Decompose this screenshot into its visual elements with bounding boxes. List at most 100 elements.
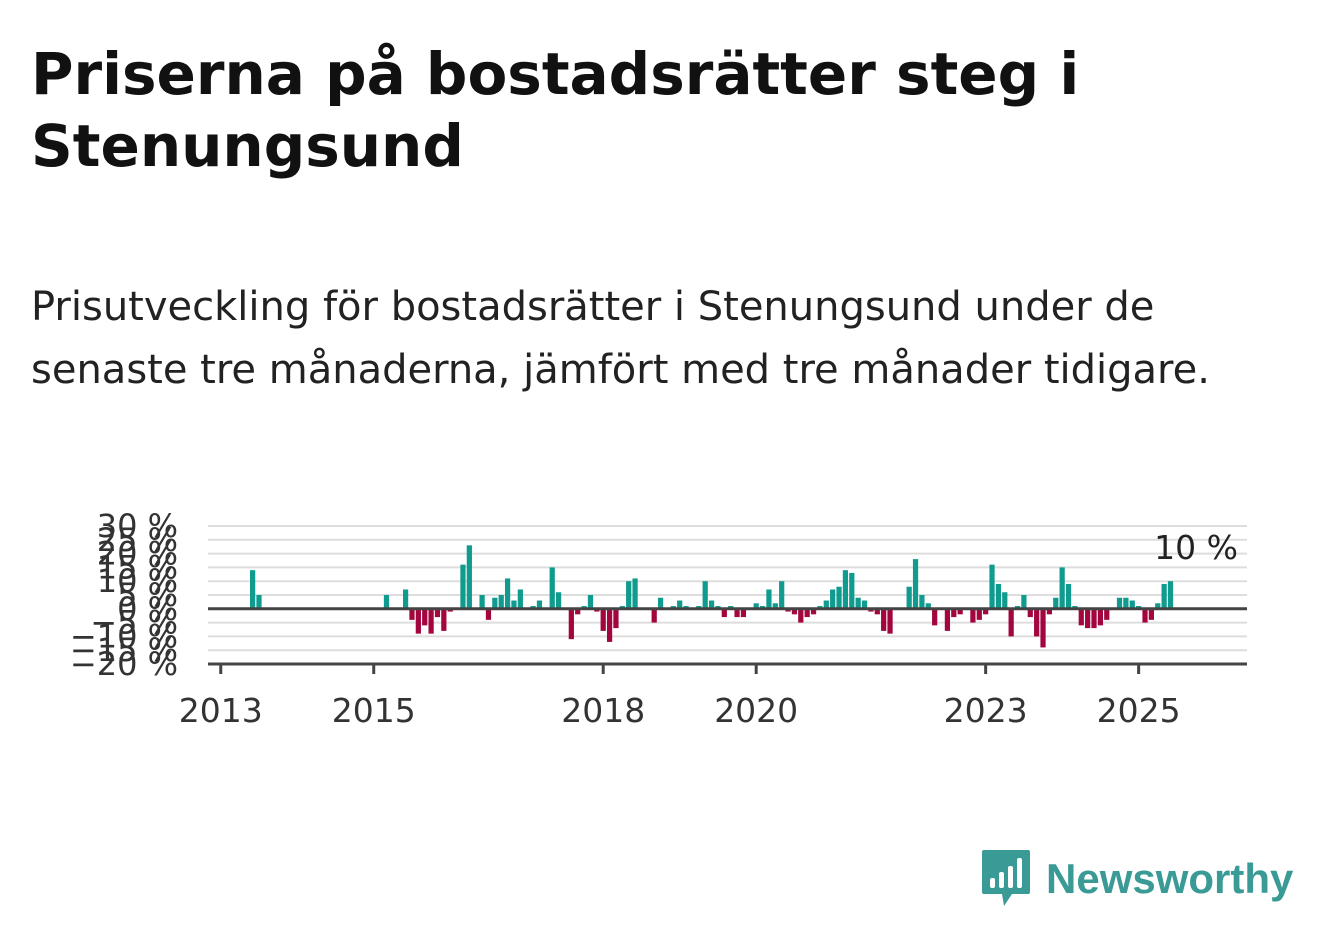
- bar: [791, 608, 798, 615]
- y-tick-label: 5 %: [117, 576, 178, 614]
- bar: [1065, 583, 1072, 609]
- bar: [511, 600, 517, 609]
- bar: [600, 608, 606, 631]
- bar: [466, 545, 472, 609]
- bar: [842, 570, 849, 609]
- bar: [881, 608, 887, 631]
- bar: [944, 608, 951, 631]
- bar: [434, 608, 441, 618]
- x-tick-label: 2018: [561, 691, 645, 730]
- bar: [804, 608, 810, 618]
- bar: [970, 608, 976, 623]
- bar: [1142, 608, 1148, 623]
- bar: [422, 608, 428, 626]
- bar: [887, 608, 893, 634]
- bar: [779, 581, 785, 609]
- bar: [925, 603, 931, 609]
- y-axis-tick-labels: −20 %−15 %−10 %−5 %0 %5 %10 %15 %20 %25 …: [70, 507, 178, 683]
- y-tick-label: 25 %: [97, 521, 178, 559]
- bar: [976, 608, 982, 620]
- bar: [874, 608, 880, 615]
- bar: [766, 589, 772, 609]
- bar: [1167, 581, 1174, 609]
- bar: [575, 608, 581, 615]
- bar: [504, 578, 511, 609]
- bar: [1155, 603, 1161, 609]
- bar: [1053, 597, 1059, 609]
- bar: [651, 608, 657, 623]
- bar: [485, 608, 492, 620]
- latest-value-annotation: 10 %: [1154, 528, 1238, 567]
- bar: [1040, 608, 1046, 648]
- bar: [1046, 608, 1053, 615]
- axes: [208, 607, 1247, 674]
- y-tick-label: −5 %: [90, 604, 178, 642]
- bar: [441, 608, 447, 631]
- bar: [1085, 608, 1091, 629]
- bar: [677, 600, 683, 609]
- bar: [428, 608, 434, 634]
- bar: [919, 595, 925, 609]
- bar: [772, 603, 778, 609]
- bar: [555, 592, 562, 609]
- bar: [823, 600, 829, 609]
- bar: [626, 581, 632, 609]
- bar: [549, 567, 555, 609]
- y-tick-label: 20 %: [97, 535, 178, 573]
- bar: [1104, 608, 1110, 620]
- y-tick-label: 30 %: [97, 507, 178, 545]
- bar: [409, 608, 415, 620]
- bars: [250, 545, 1174, 648]
- x-axis-tick-labels: 2013 2015 2018 2020 2023 2025: [179, 691, 1181, 730]
- x-tick-label: 2015: [332, 691, 416, 730]
- bar: [906, 586, 912, 609]
- bar: [957, 608, 963, 615]
- bar: [753, 603, 759, 609]
- grid-lines: [208, 525, 1247, 665]
- bar: [1097, 608, 1104, 626]
- chart-subtitle: Prisutveckling för bostadsrätter i Stenu…: [31, 284, 1210, 393]
- newsworthy-logo-icon: [982, 850, 1030, 906]
- bar: [587, 595, 594, 609]
- bar: [632, 578, 638, 609]
- bar: [613, 608, 619, 629]
- bar: [606, 608, 613, 642]
- bar: [708, 600, 715, 609]
- bar: [1002, 592, 1008, 609]
- bar: [734, 608, 740, 618]
- bar: [1059, 567, 1065, 609]
- bar: [721, 608, 727, 618]
- bar: [517, 589, 523, 609]
- bar: [810, 608, 817, 615]
- bar: [1161, 583, 1167, 609]
- y-tick-label: 15 %: [97, 548, 178, 586]
- bar: [479, 595, 485, 609]
- bar: [951, 608, 957, 618]
- bar: [836, 586, 842, 609]
- x-tick-label: 2025: [1097, 691, 1181, 730]
- y-tick-label: −15 %: [70, 631, 178, 669]
- bar: [861, 600, 868, 609]
- bar: [402, 589, 409, 609]
- y-tick-label: −10 %: [70, 617, 178, 655]
- bar: [1116, 597, 1123, 609]
- bar: [1034, 608, 1040, 637]
- brand-name: Newsworthy: [1046, 855, 1294, 902]
- bar: [1148, 608, 1154, 620]
- bar: [383, 595, 390, 609]
- bar: [798, 608, 804, 623]
- bar: [460, 564, 466, 609]
- y-tick-label: 0 %: [117, 590, 178, 628]
- y-tick-label: 10 %: [97, 562, 178, 600]
- bar: [983, 608, 989, 615]
- x-tick-label: 2020: [714, 691, 798, 730]
- bar: [849, 572, 855, 609]
- x-tick-label: 2013: [179, 691, 263, 730]
- bar: [498, 595, 504, 609]
- bar: [740, 608, 747, 618]
- bar: [415, 608, 421, 634]
- bar: [250, 570, 256, 609]
- bar: [536, 600, 543, 609]
- bar: [912, 559, 919, 609]
- bar: [1123, 597, 1129, 609]
